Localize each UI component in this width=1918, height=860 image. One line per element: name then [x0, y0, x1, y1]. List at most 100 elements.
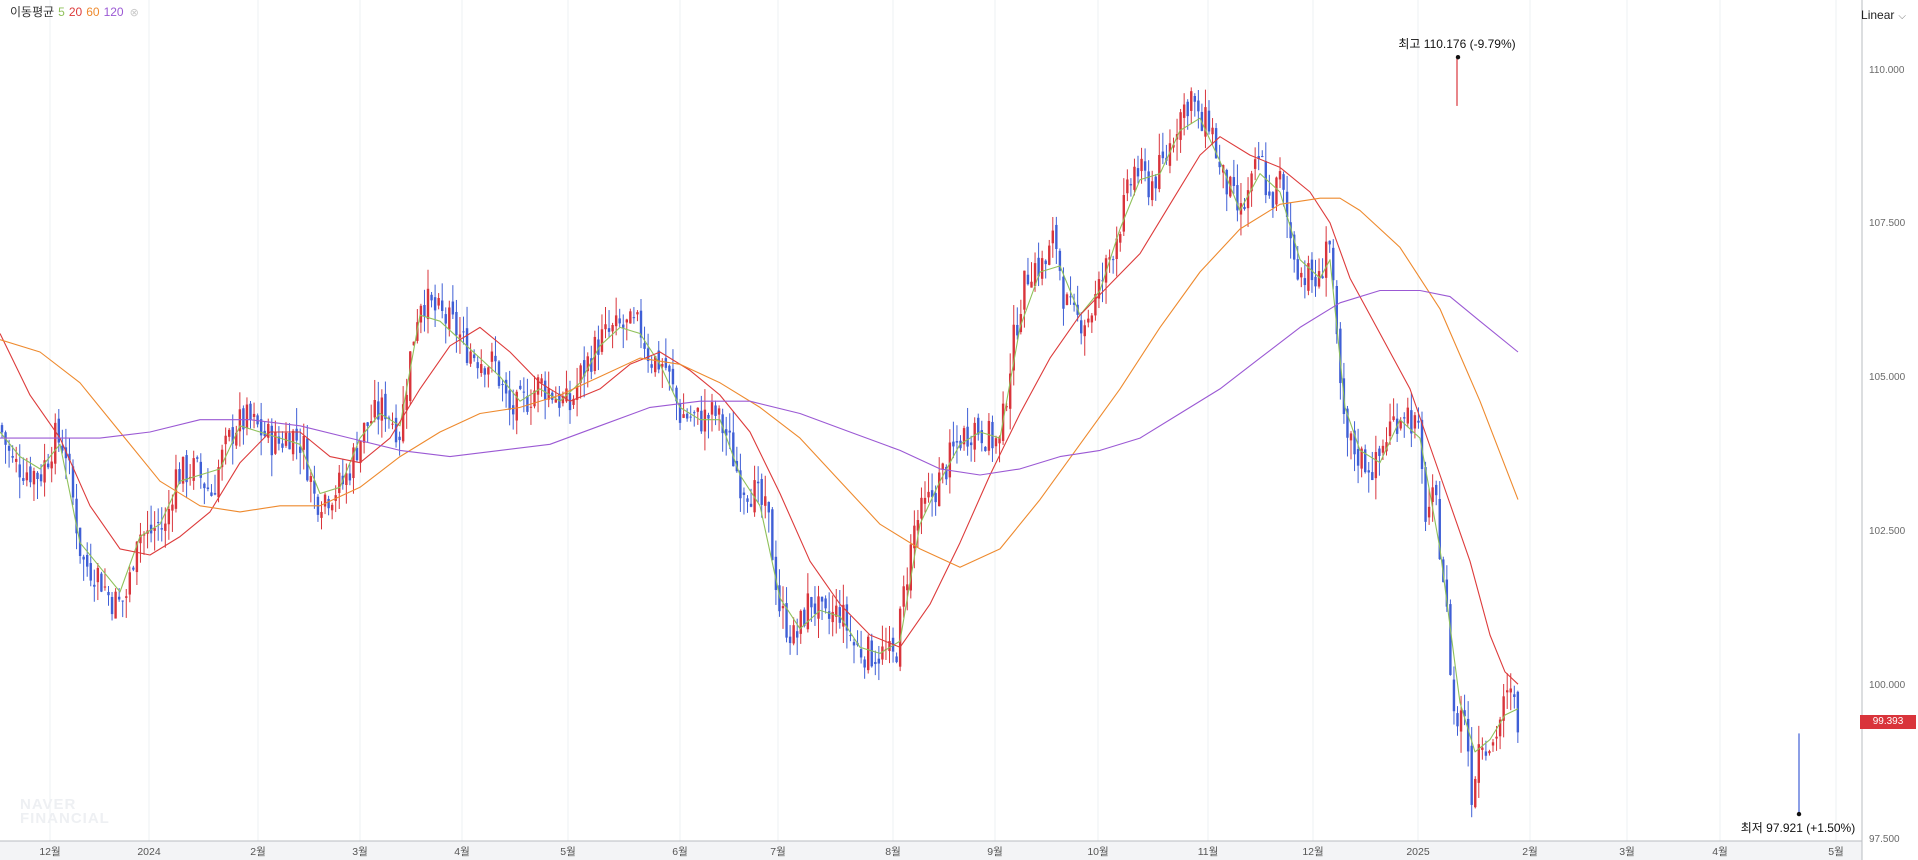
candle-body	[1484, 751, 1488, 756]
candle-body	[32, 470, 36, 485]
candle-body	[57, 418, 60, 443]
candle-body	[678, 403, 682, 423]
candle-body	[1356, 449, 1360, 466]
x-tick-label: 7월	[770, 846, 786, 858]
candle-body	[1367, 470, 1370, 473]
candle-body	[82, 556, 85, 560]
candle-body	[810, 597, 813, 608]
candle-body	[749, 503, 753, 507]
candle-body	[1151, 181, 1154, 201]
candle-body	[1250, 173, 1253, 192]
candle-body	[192, 458, 195, 481]
candle-body	[494, 355, 497, 362]
candle-body	[54, 422, 57, 464]
scale-mode-dropdown[interactable]: Linear ⌵	[1861, 8, 1906, 22]
candle-body	[1115, 238, 1118, 260]
candle-body	[756, 481, 760, 484]
candle-body	[1005, 406, 1008, 408]
ma-line-120	[0, 289, 1519, 476]
y-tick-label: 102.500	[1869, 526, 1906, 537]
candle-body	[437, 297, 440, 306]
legend-title: 이동평균	[10, 5, 55, 19]
candle-body	[1122, 195, 1125, 232]
candle-body	[1516, 691, 1520, 733]
candle-body	[107, 591, 110, 596]
close-icon[interactable]: ⊗	[129, 7, 139, 19]
candle-body	[977, 417, 980, 435]
candle-body	[1016, 324, 1019, 336]
scale-mode-label: Linear	[1861, 8, 1895, 22]
candle-body	[1417, 420, 1420, 423]
moving-average-lines	[0, 117, 1519, 753]
chevron-down-icon: ⌵	[1898, 11, 1906, 22]
candle-body	[1072, 302, 1076, 305]
candle-body	[1136, 168, 1140, 177]
candle-body	[1278, 171, 1282, 180]
candle-body	[1353, 430, 1356, 455]
candle-body	[920, 497, 923, 519]
candle-body	[220, 449, 224, 468]
x-tick-label: 6월	[672, 846, 688, 858]
candle-body	[0, 425, 4, 433]
candle-body	[721, 414, 724, 434]
candle-body	[714, 405, 717, 416]
candle-body	[370, 421, 373, 424]
legend-ma20: 20	[68, 5, 83, 19]
candle-body	[281, 443, 284, 448]
candle-body	[75, 498, 78, 534]
candle-body	[785, 603, 788, 638]
candle-body	[913, 525, 916, 549]
candle-body	[984, 446, 987, 451]
candle-body	[412, 341, 415, 346]
candle-body	[536, 377, 540, 395]
candle-body	[487, 367, 490, 375]
candle-body	[728, 430, 731, 433]
legend-ma60: 60	[86, 5, 100, 19]
y-tick-label: 105.000	[1869, 372, 1906, 383]
candle-body	[309, 476, 313, 482]
candle-body	[600, 329, 604, 352]
candle-body	[323, 494, 327, 507]
candle-body	[86, 554, 89, 567]
candle-body	[433, 297, 437, 311]
candle-body	[732, 432, 735, 467]
candle-body	[739, 470, 742, 499]
candle-body	[1080, 320, 1083, 334]
candle-body	[938, 472, 941, 507]
candle-body	[646, 348, 650, 362]
candle-body	[994, 438, 998, 447]
candle-body	[643, 343, 646, 349]
candle-body	[870, 640, 873, 667]
x-tick-label: 11월	[1198, 846, 1219, 858]
watermark-line-1: NAVER	[20, 796, 77, 813]
candle-body	[398, 436, 401, 441]
x-tick-label: 12월	[39, 846, 60, 858]
candle-body	[909, 544, 912, 591]
candle-body	[881, 646, 884, 660]
candle-body	[1094, 294, 1097, 316]
candle-body	[597, 339, 600, 355]
candle-body	[320, 511, 323, 518]
candle-body	[668, 365, 671, 372]
candle-body	[1371, 472, 1374, 481]
candle-body	[696, 407, 699, 412]
candle-body	[1154, 176, 1157, 189]
candle-body	[746, 498, 749, 502]
candle-body	[504, 379, 508, 394]
candle-body	[61, 445, 64, 451]
candle-body	[277, 436, 281, 444]
candle-body	[345, 473, 348, 486]
candle-body	[68, 453, 71, 461]
candle-body	[1257, 156, 1260, 159]
candle-body	[799, 610, 802, 634]
candle-body	[1204, 107, 1207, 137]
candle-body	[1466, 718, 1470, 752]
candle-body	[1495, 736, 1498, 739]
candle-body	[906, 584, 909, 591]
ma-line-60	[0, 197, 1519, 568]
candle-body	[685, 413, 689, 419]
chart-annotations: 최고 110.176 (-9.79%) 최저 97.921 (+1.50%)	[1398, 37, 1855, 835]
candle-body	[895, 656, 898, 663]
candle-body	[348, 473, 352, 481]
